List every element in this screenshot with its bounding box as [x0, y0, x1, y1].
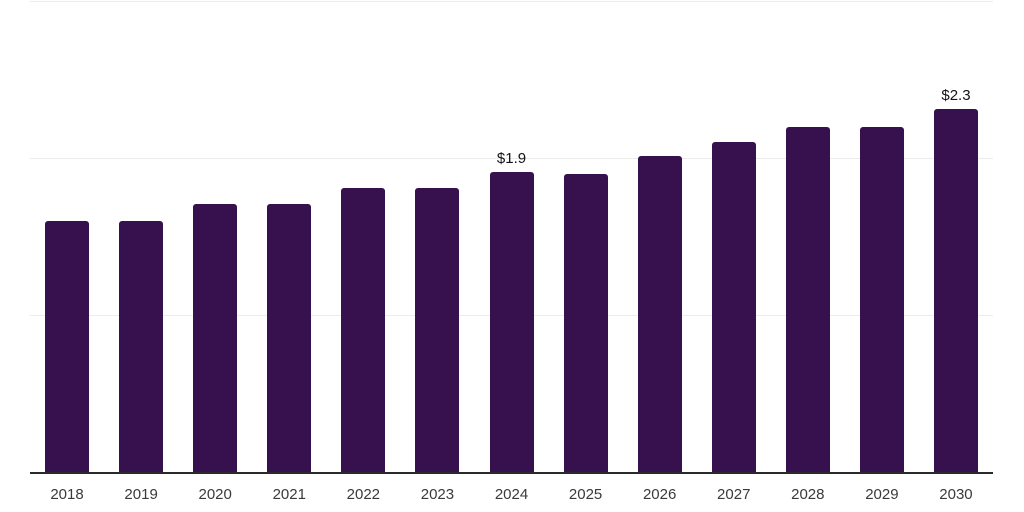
bar-band-2029 — [845, 1, 919, 472]
x-tick-label-2030: 2030 — [939, 486, 973, 503]
gridline — [30, 158, 993, 159]
bar-2022 — [341, 187, 386, 472]
bar-2029 — [859, 126, 904, 472]
bar-2019 — [119, 220, 164, 472]
bar-band-2021 — [252, 1, 326, 472]
bar-band-2020 — [178, 1, 252, 472]
x-tick-label-2020: 2020 — [198, 486, 232, 503]
x-tick-label-2021: 2021 — [272, 486, 306, 503]
bar-2028 — [785, 126, 830, 472]
bar-2020 — [193, 203, 238, 472]
bars-row: $1.9 $2.3 — [30, 1, 993, 472]
x-tick-label-2023: 2023 — [420, 486, 455, 503]
bar-value-label-2030: $2.3 — [941, 87, 971, 105]
gridline — [30, 1, 993, 2]
bar-band-2025 — [549, 1, 623, 472]
bar-band-2028 — [771, 1, 845, 472]
bar-2024 — [489, 172, 534, 472]
x-tick-label-2029: 2029 — [865, 486, 899, 503]
x-tick-label-2027: 2027 — [717, 486, 751, 503]
x-tick-label-2024: 2024 — [494, 486, 529, 503]
bar-2018 — [45, 220, 90, 472]
bar-2023 — [415, 187, 460, 472]
bar-band-2027 — [697, 1, 771, 472]
bar-band-2018 — [30, 1, 104, 472]
bar-2030 — [933, 109, 978, 472]
x-tick-label-2018: 2018 — [50, 486, 84, 503]
plot-area: $1.9 $2.3 — [30, 1, 993, 474]
x-tick-label-2025: 2025 — [568, 486, 603, 503]
x-tick-label-2019: 2019 — [124, 486, 158, 503]
bar-band-2019 — [104, 1, 178, 472]
bar-2025 — [563, 173, 608, 472]
bar-value-label-2024: $1.9 — [496, 150, 527, 168]
bar-band-2030: $2.3 — [919, 1, 993, 472]
bar-band-2026 — [623, 1, 697, 472]
bar-band-2023 — [400, 1, 474, 472]
bar-2026 — [637, 156, 682, 472]
x-tick-label-2028: 2028 — [791, 486, 825, 503]
x-tick-label-2026: 2026 — [642, 486, 677, 503]
bar-band-2022 — [326, 1, 400, 472]
x-axis-labels: 2018 2019 2020 2021 2022 2023 2024 2025 2026 2027… — [30, 475, 993, 503]
x-tick-label-2022: 2022 — [346, 486, 381, 503]
bar-band-2024: $1.9 — [474, 1, 548, 472]
bar-2027 — [711, 142, 756, 472]
bar-2021 — [267, 203, 312, 472]
